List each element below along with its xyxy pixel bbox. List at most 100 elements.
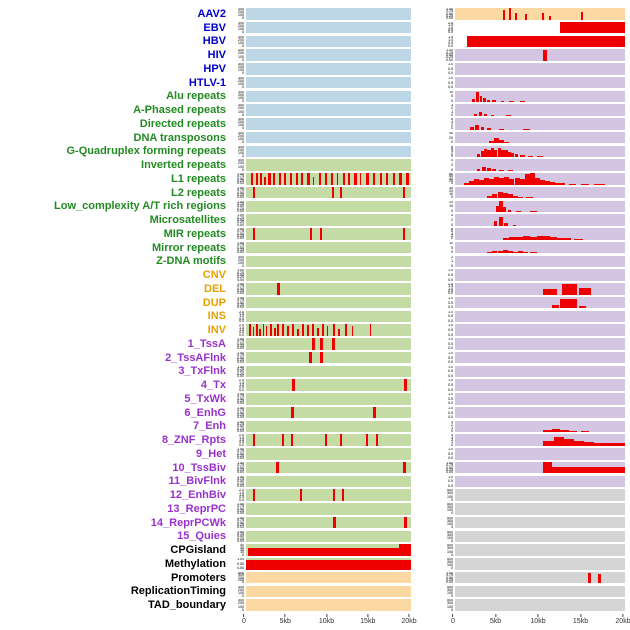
- data-bar: [476, 91, 479, 103]
- right-track-panel: [455, 475, 625, 488]
- data-bar: [545, 181, 551, 185]
- left-track-panel: [246, 448, 411, 460]
- y-tick-label: 1.0: [239, 492, 244, 498]
- y-tick-label: 0.75: [237, 200, 244, 206]
- data-bar: [404, 516, 408, 529]
- data-bar: [562, 283, 578, 295]
- data-bar: [553, 436, 564, 446]
- data-bar: [551, 428, 561, 433]
- data-bar: [597, 573, 602, 584]
- track-row-methylation: Methylation 1.00 0.50 0.00 500 300 100 0: [0, 557, 630, 571]
- y-tick-label: 0: [241, 139, 244, 144]
- y-tick-label: 100: [446, 562, 453, 568]
- data-bar: [506, 115, 512, 116]
- right-track-panel: [455, 393, 625, 405]
- y-tick-label: 0.0: [448, 290, 453, 295]
- y-tick-label: 0: [241, 70, 244, 75]
- right-track-panel: [455, 461, 625, 474]
- left-y-axis-ticks: 300 200 100 0: [228, 586, 246, 598]
- left-track-panel: [246, 503, 411, 515]
- left-y-axis-ticks: 1.00 0.75 0.50 0.25 0.00: [228, 338, 246, 350]
- y-tick-label: 100: [237, 259, 244, 265]
- track-label: CPGisland: [170, 544, 226, 557]
- left-y-axis-ticks: 1.00 0.75 0.50 0.25 0.00: [228, 366, 246, 378]
- y-tick-label: 0: [450, 427, 453, 433]
- y-tick-label: 1.00: [237, 420, 244, 424]
- data-bar: [282, 324, 284, 336]
- right-track-panel: [455, 49, 625, 61]
- y-tick-label: 0.00: [237, 469, 244, 474]
- track-row-a-phased-repeats: A-Phased repeats 300 200 100 0 3 2 1 0: [0, 103, 630, 117]
- y-tick-label: 0.25: [237, 508, 244, 514]
- data-bar: [587, 573, 591, 584]
- data-bar: [494, 138, 500, 144]
- right-y-axis-ticks: 2.0 1.5 1.0 0.5 0.0: [437, 22, 455, 34]
- right-track-panel: [455, 585, 625, 598]
- right-y-axis-ticks: 500 300 100 0: [437, 489, 455, 501]
- data-bar: [320, 338, 324, 350]
- y-tick-label: 500: [446, 530, 453, 534]
- y-tick-label: 0.5: [448, 26, 453, 32]
- y-tick-label: 100: [237, 576, 244, 582]
- left-y-axis-ticks: 300 200 100 0: [228, 132, 246, 144]
- y-tick-label: 0.75: [237, 517, 244, 523]
- y-tick-label: 1.0: [448, 393, 453, 397]
- y-tick-label: 0: [450, 537, 453, 543]
- data-bar: [312, 338, 315, 350]
- data-bar: [340, 186, 343, 199]
- track-label: Inverted repeats: [141, 159, 226, 172]
- y-tick-label: 2.0: [448, 283, 453, 287]
- data-bar: [283, 173, 286, 185]
- left-track-panel: [246, 434, 411, 446]
- left-track-panel: [246, 255, 411, 268]
- track-label: HBV: [202, 35, 226, 48]
- y-tick-label: 0.75: [446, 8, 453, 14]
- y-tick-label: 2: [450, 105, 453, 111]
- data-bar: [252, 489, 255, 501]
- right-track-panel: [455, 571, 625, 584]
- y-tick-label: 0.00: [237, 537, 244, 543]
- y-tick-label: 2.0: [239, 489, 244, 493]
- left-y-axis-ticks: 1.00 0.75 0.50 0.25 0.00: [228, 214, 246, 226]
- track-row-tad-boundary: TAD_boundary 300 200 100 0 500 300 100 0: [0, 598, 630, 612]
- data-bar: [359, 173, 362, 185]
- y-tick-label: 10: [448, 90, 453, 94]
- y-tick-label: 0.50: [237, 340, 244, 346]
- right-y-axis-ticks: 1.0 0.5 0.0: [437, 269, 455, 281]
- left-y-axis-ticks: 300 200 100 0: [228, 63, 246, 75]
- track-row-inverted-repeats: Inverted repeats 300 200 100 0 4 2 0: [0, 158, 630, 172]
- right-track-panel: [455, 434, 625, 446]
- x-tick-label: 20kb: [401, 614, 416, 625]
- y-tick-label: 1.00: [237, 269, 244, 273]
- y-tick-label: 1.00: [237, 283, 244, 287]
- y-tick-label: 0.50: [237, 354, 244, 360]
- y-tick-label: 0.5: [448, 313, 453, 319]
- y-tick-label: 100: [446, 534, 453, 540]
- y-tick-label: 5: [450, 244, 453, 250]
- y-tick-label: 100: [237, 108, 244, 114]
- y-tick-label: 6: [450, 145, 453, 151]
- y-tick-label: 0: [241, 166, 244, 171]
- data-bar: [580, 431, 590, 433]
- data-bar: [268, 173, 271, 185]
- y-tick-label: 300: [237, 118, 244, 122]
- data-bar: [287, 326, 289, 336]
- y-tick-label: 0.5: [448, 65, 453, 71]
- right-track-panel: [455, 21, 625, 34]
- y-tick-label: 0.50: [446, 10, 453, 16]
- y-tick-label: 30: [239, 544, 244, 550]
- right-track-panel: [455, 599, 625, 611]
- left-y-axis-ticks: 1.00 0.50 0.00: [228, 558, 246, 570]
- track-label: A-Phased repeats: [133, 104, 226, 117]
- data-bar: [333, 324, 336, 336]
- track-label: 8_ZNF_Rpts: [161, 434, 226, 447]
- data-bar: [526, 197, 534, 199]
- data-bar: [312, 324, 314, 336]
- left-y-axis-ticks: 1.00 0.75 0.50 0.25 0.00: [228, 517, 246, 529]
- y-tick-label: 300: [446, 504, 453, 510]
- y-tick-label: 1.00: [237, 241, 244, 245]
- y-tick-label: 0.50: [446, 52, 453, 58]
- x-axis-left-panel: 0 5kb 10kb 15kb 20kb: [242, 614, 417, 629]
- y-tick-label: 0.0: [448, 359, 453, 364]
